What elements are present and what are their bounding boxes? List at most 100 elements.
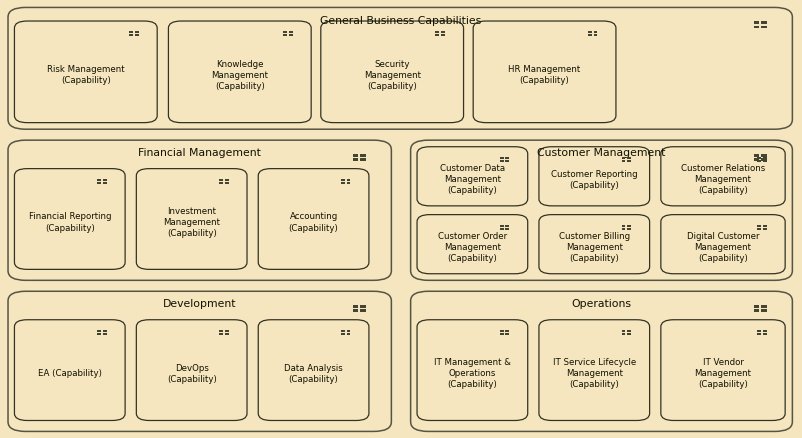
FancyBboxPatch shape [417, 320, 528, 420]
Text: Investment
Management
(Capability): Investment Management (Capability) [163, 207, 221, 238]
Bar [761, 25, 767, 28]
Bar [500, 333, 504, 335]
Bar [346, 182, 350, 184]
Bar [103, 182, 107, 184]
Bar [761, 305, 767, 308]
Text: IT Vendor
Management
(Capability): IT Vendor Management (Capability) [695, 358, 751, 389]
FancyBboxPatch shape [473, 21, 616, 123]
FancyBboxPatch shape [258, 169, 369, 269]
Bar [627, 157, 631, 159]
Bar [505, 225, 509, 227]
Bar [622, 228, 626, 230]
Bar [435, 34, 439, 36]
FancyBboxPatch shape [417, 147, 528, 206]
Bar [622, 333, 626, 335]
Bar [757, 157, 761, 159]
Bar [761, 154, 767, 157]
FancyBboxPatch shape [411, 140, 792, 280]
Bar [593, 31, 597, 33]
FancyBboxPatch shape [539, 147, 650, 206]
Text: Customer Billing
Management
(Capability): Customer Billing Management (Capability) [559, 232, 630, 263]
Bar [135, 31, 139, 33]
Text: HR Management
(Capability): HR Management (Capability) [508, 65, 581, 85]
FancyBboxPatch shape [14, 21, 157, 123]
FancyBboxPatch shape [258, 320, 369, 420]
Bar [627, 228, 631, 230]
Bar [763, 157, 767, 159]
Bar [757, 160, 761, 162]
Bar [757, 228, 761, 230]
Bar [622, 157, 626, 159]
Bar [505, 157, 509, 159]
Text: IT Service Lifecycle
Management
(Capability): IT Service Lifecycle Management (Capabil… [553, 358, 636, 389]
Bar [505, 160, 509, 162]
Bar [283, 34, 287, 36]
Text: Knowledge
Management
(Capability): Knowledge Management (Capability) [211, 60, 269, 91]
Bar [754, 25, 759, 28]
Bar [505, 228, 509, 230]
Text: Customer Order
Management
(Capability): Customer Order Management (Capability) [438, 232, 507, 263]
FancyBboxPatch shape [661, 320, 785, 420]
Text: Digital Customer
Management
(Capability): Digital Customer Management (Capability) [687, 232, 759, 263]
Bar [360, 154, 366, 157]
FancyBboxPatch shape [661, 147, 785, 206]
Bar [593, 34, 597, 36]
Bar [97, 182, 101, 184]
Bar [289, 31, 293, 33]
Text: Customer Data
Management
(Capability): Customer Data Management (Capability) [439, 164, 505, 195]
Bar [500, 225, 504, 227]
Bar [283, 31, 287, 33]
Bar [129, 34, 133, 36]
Bar [360, 158, 366, 161]
FancyBboxPatch shape [411, 291, 792, 431]
Bar [341, 330, 345, 332]
Text: Financial Reporting
(Capability): Financial Reporting (Capability) [29, 212, 111, 233]
Bar [97, 330, 101, 332]
Bar [353, 154, 358, 157]
Bar [97, 333, 101, 335]
Text: Customer Relations
Management
(Capability): Customer Relations Management (Capabilit… [681, 164, 765, 195]
Bar [622, 225, 626, 227]
Text: Risk Management
(Capability): Risk Management (Capability) [47, 65, 124, 85]
Bar [289, 34, 293, 36]
Bar [353, 305, 358, 308]
Bar [353, 158, 358, 161]
Bar [588, 34, 592, 36]
Text: Accounting
(Capability): Accounting (Capability) [289, 212, 338, 233]
Text: EA (Capability): EA (Capability) [38, 369, 102, 378]
Bar [754, 309, 759, 312]
Text: Security
Management
(Capability): Security Management (Capability) [363, 60, 421, 91]
FancyBboxPatch shape [417, 215, 528, 274]
Bar [135, 34, 139, 36]
Bar [103, 330, 107, 332]
Bar [441, 34, 445, 36]
Bar [763, 225, 767, 227]
Bar [754, 21, 759, 25]
Bar [360, 309, 366, 312]
Bar [219, 330, 223, 332]
FancyBboxPatch shape [8, 291, 391, 431]
FancyBboxPatch shape [539, 215, 650, 274]
Bar [627, 225, 631, 227]
Bar [627, 333, 631, 335]
Text: Customer Management: Customer Management [537, 148, 666, 158]
Bar [754, 305, 759, 308]
FancyBboxPatch shape [168, 21, 311, 123]
Bar [761, 158, 767, 161]
Bar [341, 333, 345, 335]
Bar [757, 330, 761, 332]
Bar [505, 330, 509, 332]
Bar [763, 160, 767, 162]
Bar [346, 179, 350, 181]
Bar [754, 154, 759, 157]
Bar [763, 330, 767, 332]
Bar [103, 333, 107, 335]
FancyBboxPatch shape [136, 320, 247, 420]
Bar [360, 305, 366, 308]
FancyBboxPatch shape [8, 7, 792, 129]
Bar [588, 31, 592, 33]
Bar [441, 31, 445, 33]
FancyBboxPatch shape [321, 21, 464, 123]
Bar [97, 179, 101, 181]
Bar [500, 157, 504, 159]
